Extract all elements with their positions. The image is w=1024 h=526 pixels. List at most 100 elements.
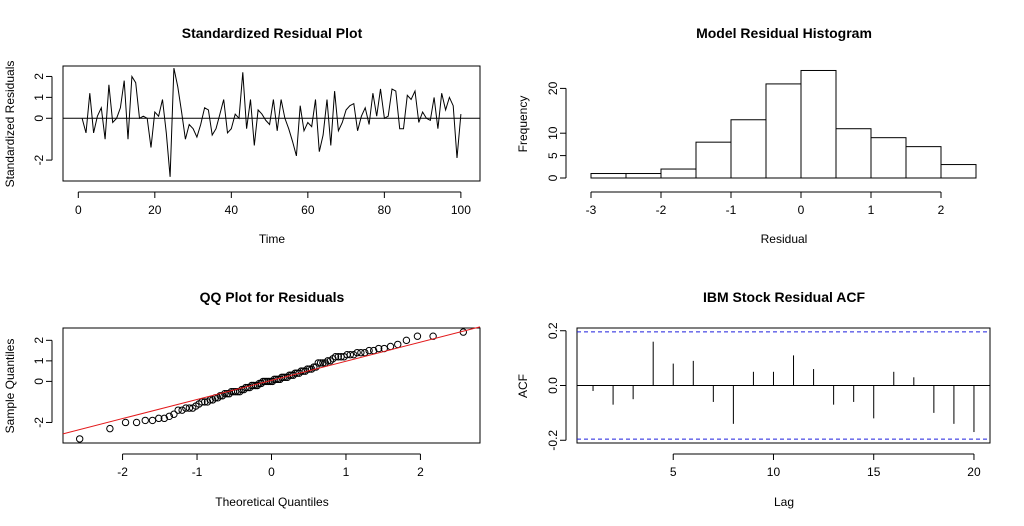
- residual-plot-y-tick-label: 0: [32, 115, 46, 122]
- qq-point: [402, 336, 411, 345]
- acf-marks: 5 10 15 20 -0.2 0.0 0.2: [546, 322, 990, 479]
- histogram-bar: [800, 69, 837, 179]
- qq-point: [132, 418, 141, 427]
- histogram-title: Model Residual Histogram: [696, 25, 872, 41]
- histogram-bar: [590, 173, 627, 179]
- acf-x-tick-label: 15: [867, 465, 881, 479]
- acf-x-tick-label: 5: [670, 465, 677, 479]
- qq-point: [349, 350, 358, 359]
- qq-point: [223, 390, 231, 398]
- histogram-bar: [835, 128, 872, 179]
- residual-plot-x-tick-label: 0: [75, 203, 82, 217]
- residual-plot-ylabel: Standardized Residuals: [3, 61, 17, 188]
- qq-plot-x-tick-label: 1: [343, 465, 350, 479]
- histogram-x-tick-label: 0: [798, 203, 805, 217]
- panel-qq-plot: QQ Plot for Residuals Theoretical Quanti…: [3, 289, 481, 509]
- qq-point: [346, 350, 354, 359]
- qq-point: [160, 414, 169, 423]
- qq-plot-title: QQ Plot for Residuals: [200, 289, 345, 305]
- residual-plot-title: Standardized Residual Plot: [182, 25, 363, 41]
- qq-point: [386, 342, 395, 351]
- qq-point: [209, 396, 217, 404]
- qq-point: [324, 357, 332, 365]
- histogram-bar: [730, 119, 767, 179]
- qq-point: [206, 396, 214, 404]
- histogram-x-tick-label: -2: [656, 203, 667, 217]
- qq-point: [221, 390, 229, 398]
- qq-point: [394, 340, 402, 349]
- qq-reference-line: [62, 326, 481, 435]
- qq-point: [357, 348, 365, 357]
- qq-point: [170, 410, 178, 418]
- qq-point: [310, 363, 318, 371]
- qq-point: [303, 365, 312, 373]
- qq-plot-x-tick-label: -1: [192, 465, 203, 479]
- panel-histogram: Model Residual Histogram Residual Freque…: [516, 25, 977, 246]
- residual-plot-frame: [62, 65, 481, 182]
- residual-plot-xlabel: Time: [259, 232, 286, 246]
- qq-point: [178, 406, 186, 414]
- qq-plot-marks: -2 -1 0 1 2 -2 0 1 2: [32, 326, 481, 479]
- acf-title: IBM Stock Residual ACF: [703, 289, 866, 305]
- acf-x-tick-label: 20: [967, 465, 981, 479]
- residual-plot-y-tick-label: -2: [32, 154, 46, 165]
- qq-plot-x-tick-label: -2: [117, 465, 128, 479]
- qq-plot-ylabel: Sample Quantiles: [3, 339, 17, 434]
- histogram-x-tick-label: -3: [586, 203, 597, 217]
- qq-point: [155, 414, 163, 423]
- histogram-xlabel: Residual: [761, 232, 808, 246]
- qq-plot-y-tick-label: 0: [32, 378, 46, 385]
- panel-acf: IBM Stock Residual ACF Lag ACF 5 10 15 20 -0…: [516, 289, 991, 509]
- qq-plot-y-tick-label: -2: [32, 417, 46, 428]
- histogram-y-tick-label: 0: [546, 174, 560, 181]
- qq-point: [247, 381, 256, 390]
- qq-point: [185, 404, 194, 412]
- qq-plot-xlabel: Theoretical Quantiles: [215, 495, 328, 509]
- qq-point: [216, 392, 224, 400]
- qq-point: [374, 344, 383, 353]
- acf-xlabel: Lag: [774, 495, 794, 509]
- histogram-y-tick-label: 20: [546, 81, 560, 95]
- residual-plot-x-tick-label: 40: [225, 203, 239, 217]
- residual-plot-marks: 0 20 40 60 80 100 -2 0 1 2: [32, 67, 480, 217]
- histogram-bar: [660, 168, 697, 179]
- qq-point: [361, 348, 369, 357]
- qq-point: [263, 377, 271, 386]
- qq-plot-y-tick-label: 1: [32, 357, 46, 364]
- qq-point: [165, 412, 174, 421]
- acf-y-tick-label: 0.0: [546, 377, 560, 394]
- histogram-x-tick-label: -1: [726, 203, 737, 217]
- residual-plot-x-tick-label: 100: [451, 203, 471, 217]
- residual-plot-x-tick-label: 60: [301, 203, 315, 217]
- qq-point: [305, 365, 314, 373]
- qq-point: [316, 359, 325, 367]
- histogram-y-tick-label: 10: [546, 126, 560, 140]
- qq-point: [253, 381, 262, 390]
- residual-plot-y-tick-label: 2: [32, 73, 46, 80]
- qq-plot-y-tick-label: 2: [32, 337, 46, 344]
- acf-y-tick-label: 0.2: [546, 322, 560, 339]
- qq-point: [331, 353, 340, 361]
- qq-point: [314, 359, 322, 367]
- histogram-y-tick-label: 5: [546, 152, 560, 159]
- qq-point: [312, 363, 320, 371]
- qq-point: [334, 353, 342, 361]
- qq-point: [174, 406, 182, 414]
- acf-ylabel: ACF: [516, 374, 530, 398]
- qq-plot-frame: [62, 327, 481, 444]
- qq-point: [413, 332, 422, 340]
- qq-point: [225, 390, 233, 398]
- histogram-bar: [905, 146, 942, 179]
- histogram-bar: [625, 173, 662, 179]
- acf-y-tick-label: -0.2: [546, 430, 560, 451]
- residual-plot-x-tick-label: 20: [148, 203, 162, 217]
- qq-point: [148, 416, 157, 425]
- acf-x-tick-label: 10: [767, 465, 781, 479]
- histogram-bar: [940, 164, 977, 179]
- qq-point: [353, 348, 361, 357]
- histogram-x-tick-label: 2: [938, 203, 945, 217]
- histogram-bar: [870, 137, 907, 179]
- histogram-x-tick-label: 1: [868, 203, 875, 217]
